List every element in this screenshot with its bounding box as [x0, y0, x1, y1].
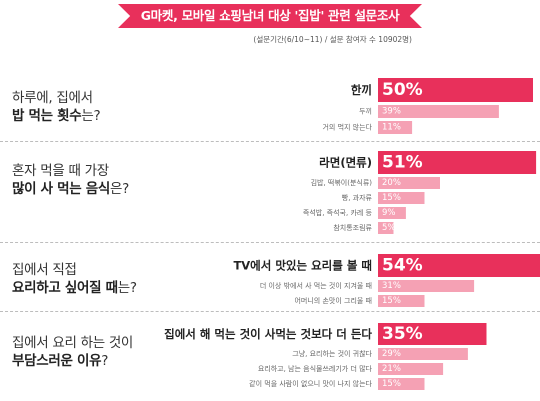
- question-4-emphasis: 부담스러운 이유: [12, 353, 102, 369]
- question-3-emphasis: 요리하고 싶어질 때: [12, 280, 118, 296]
- bar-value-label: 15%: [382, 296, 401, 306]
- question-4-suffix: ?: [101, 353, 109, 369]
- section-divider: [0, 141, 540, 142]
- answer-label: 어머니의 손맛이 그리울 때: [294, 296, 372, 305]
- answer-label: 참치통조림류: [333, 223, 372, 232]
- bar-value-label: 50%: [382, 80, 423, 100]
- bar: [378, 177, 440, 189]
- question-1-emphasis: 밥 먹는 횟수: [12, 108, 82, 124]
- bar: [378, 105, 499, 118]
- bar: [378, 192, 425, 204]
- answer-label: 라면(면류): [319, 156, 372, 170]
- bar: [378, 207, 406, 219]
- bar-value-label: 9%: [382, 208, 396, 218]
- answer-label: 빵, 과자류: [342, 193, 373, 202]
- bar: [378, 323, 487, 345]
- answer-label: 김밥, 떡볶이(분식류): [311, 178, 373, 187]
- bar: [378, 363, 444, 375]
- bar: [378, 254, 540, 277]
- answer-label: 거의 먹지 않는다: [322, 123, 372, 132]
- answer-label: 집에서 해 먹는 것이 사먹는 것보다 더 든다: [164, 327, 372, 341]
- answer-label: 같이 먹을 사람이 없으니 맛이 나지 않는다: [249, 379, 372, 388]
- bar-value-label: 54%: [382, 256, 423, 276]
- bar: [378, 222, 394, 234]
- bar-value-label: 15%: [382, 379, 401, 389]
- bar: [378, 78, 533, 102]
- bar: [378, 295, 425, 307]
- bar-value-label: 5%: [382, 223, 396, 233]
- bar-value-label: 29%: [382, 349, 401, 359]
- section-divider: [0, 242, 540, 243]
- question-4-line2: 부담스러운 이유?: [12, 349, 108, 369]
- question-2-line1: 혼자 먹을 때 가장: [12, 163, 109, 179]
- question-3-line2: 요리하고 싶어질 때는?: [12, 276, 137, 296]
- page-title: G마켓, 모바일 쇼핑남녀 대상 '집밥' 관련 설문조사: [140, 8, 400, 23]
- bar-value-label: 20%: [382, 178, 401, 188]
- bar-value-label: 35%: [382, 324, 423, 344]
- answer-label: 더 이상 밖에서 사 먹는 것이 지겨울 때: [260, 281, 372, 290]
- bar: [378, 121, 413, 134]
- answer-label: TV에서 맛있는 요리를 볼 때: [233, 259, 372, 273]
- bar: [378, 378, 425, 390]
- question-2-suffix: 은?: [110, 181, 130, 197]
- survey-meta: (설문기간(6/10~11) / 설문 참여자 수 10902명): [253, 35, 412, 44]
- header-banner: [118, 4, 422, 28]
- bar-value-label: 51%: [382, 153, 423, 173]
- bar: [378, 348, 468, 360]
- question-3-suffix: 는?: [117, 280, 137, 296]
- question-1-suffix: 는?: [81, 108, 101, 124]
- question-1-line2: 밥 먹는 횟수는?: [12, 104, 101, 124]
- question-3-line1: 집에서 직접: [12, 262, 77, 278]
- bar: [378, 151, 537, 174]
- answer-label: 요리하고, 남는 음식물쓰레기가 더 많다: [258, 364, 373, 373]
- answer-label: 그냥, 요리하는 것이 귀찮다: [292, 349, 372, 358]
- answer-label: 한끼: [351, 83, 372, 97]
- bar-value-label: 21%: [382, 364, 401, 374]
- answer-label: 즉석밥, 즉석국, 카레 등: [303, 208, 373, 217]
- bar-value-label: 39%: [382, 107, 401, 117]
- bar-value-label: 31%: [382, 281, 401, 291]
- section-divider: [0, 311, 540, 312]
- question-2-line2: 많이 사 먹는 음식은?: [12, 177, 129, 197]
- answer-label: 두끼: [359, 107, 372, 116]
- question-1-line1: 하루에, 집에서: [12, 90, 93, 106]
- bar: [378, 280, 475, 292]
- bar-value-label: 11%: [382, 123, 401, 133]
- question-4-line1: 집에서 요리 하는 것이: [12, 335, 134, 351]
- question-2-emphasis: 많이 사 먹는 음식: [12, 181, 111, 197]
- bar-value-label: 15%: [382, 193, 401, 203]
